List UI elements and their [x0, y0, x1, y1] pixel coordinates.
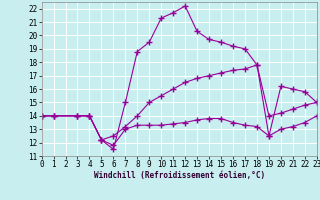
X-axis label: Windchill (Refroidissement éolien,°C): Windchill (Refroidissement éolien,°C)	[94, 171, 265, 180]
